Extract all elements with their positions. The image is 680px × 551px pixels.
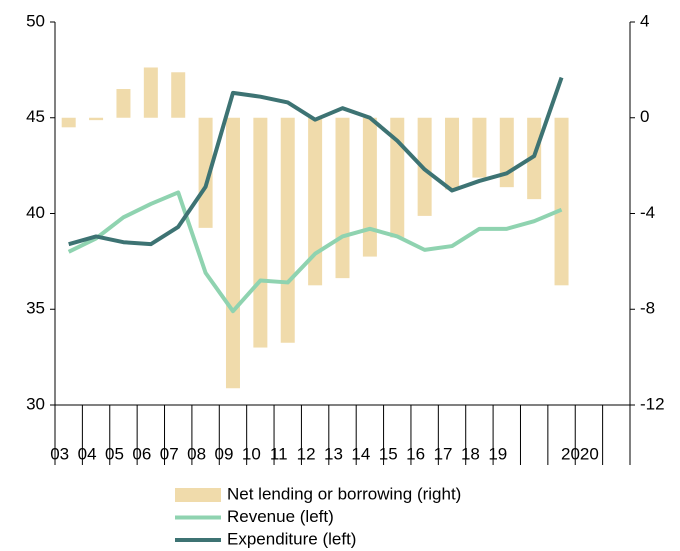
bar — [61, 117, 76, 128]
y2-tick-label: -12 — [640, 394, 665, 413]
bar — [225, 117, 240, 389]
line — [68, 76, 564, 247]
bar — [390, 117, 405, 238]
x-tick-label: 07 — [160, 444, 179, 463]
bar — [445, 117, 460, 190]
line — [67, 190, 563, 314]
x-tick-label: 04 — [78, 444, 97, 463]
bar — [198, 117, 213, 228]
y-tick-label: 45 — [26, 107, 45, 126]
x-tick-label: 12 — [297, 444, 316, 463]
x-tick-label: 09 — [215, 444, 234, 463]
bar — [472, 117, 487, 178]
x-tick-label: 17 — [434, 444, 453, 463]
x-tick-label: 18 — [461, 444, 480, 463]
bar — [499, 117, 514, 188]
y-tick-label: 35 — [26, 299, 45, 318]
y-tick-label: 30 — [26, 394, 45, 413]
bar — [335, 117, 350, 279]
x-tick-label: 2020 — [561, 444, 599, 463]
bar — [171, 72, 186, 118]
bar — [143, 67, 158, 118]
legend-label: Net lending or borrowing (right) — [227, 484, 461, 503]
x-tick-label: 19 — [488, 444, 507, 463]
x-tick-label: 13 — [324, 444, 343, 463]
x-tick-label: 06 — [132, 444, 151, 463]
x-tick-label: 05 — [105, 444, 124, 463]
legend-swatch — [175, 488, 221, 502]
y2-tick-label: 4 — [640, 11, 649, 30]
bar — [308, 117, 323, 286]
x-tick-label: 11 — [270, 444, 288, 463]
y2-tick-label: -8 — [640, 299, 655, 318]
x-tick-label: 15 — [379, 444, 398, 463]
x-tick-label: 16 — [406, 444, 425, 463]
x-tick-label: 08 — [187, 444, 206, 463]
y-tick-label: 50 — [26, 11, 45, 30]
y-tick-label: 40 — [26, 203, 45, 222]
x-tick-label: 10 — [242, 444, 261, 463]
y2-tick-label: 0 — [640, 107, 649, 126]
x-tick-label: 03 — [50, 444, 69, 463]
bar — [280, 117, 295, 343]
legend-label: Expenditure (left) — [227, 529, 356, 548]
x-tick-label: 14 — [351, 444, 370, 463]
y2-tick-label: -4 — [640, 203, 655, 222]
bar — [554, 117, 569, 286]
bar — [116, 89, 131, 118]
bar — [527, 117, 542, 200]
legend-label: Revenue (left) — [227, 507, 334, 526]
bar — [89, 117, 104, 121]
bar — [253, 117, 268, 348]
bar — [362, 117, 377, 257]
